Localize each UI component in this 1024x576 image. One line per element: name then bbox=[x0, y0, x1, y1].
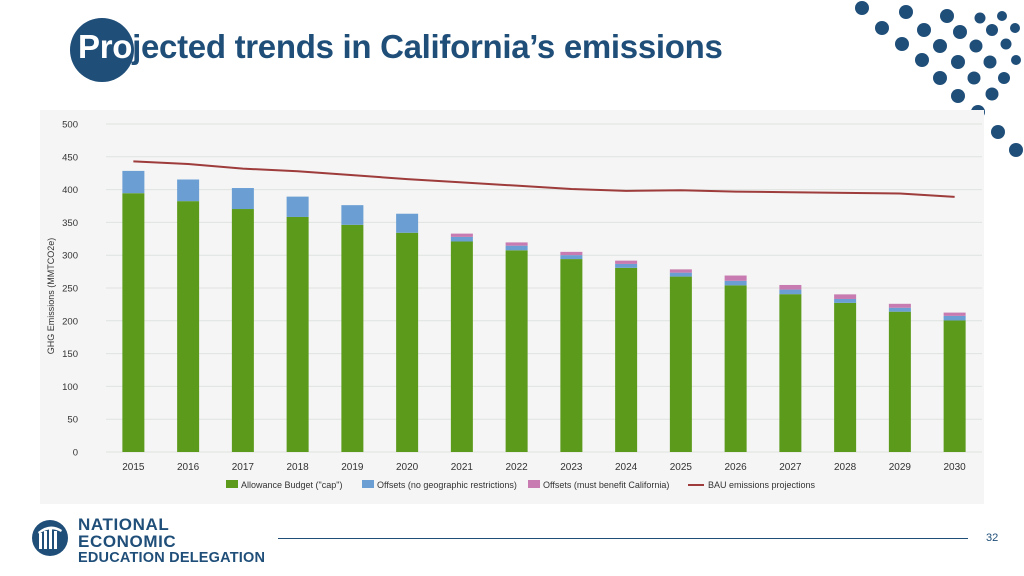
x-tick-label: 2028 bbox=[834, 462, 857, 473]
legend-label: Allowance Budget ("cap") bbox=[241, 480, 342, 490]
bar-1-2028 bbox=[834, 298, 857, 303]
y-tick-label: 300 bbox=[62, 251, 78, 262]
legend-swatch bbox=[528, 480, 540, 488]
bar-1-2030 bbox=[943, 315, 966, 321]
legend-swatch bbox=[226, 480, 238, 488]
y-tick-label: 250 bbox=[62, 284, 78, 295]
bar-0-2026 bbox=[724, 285, 747, 452]
bar-1-2020 bbox=[396, 213, 419, 233]
bar-0-2027 bbox=[779, 294, 802, 452]
y-tick-label: 200 bbox=[62, 316, 78, 327]
y-tick-label: 50 bbox=[67, 415, 78, 426]
chart-panel: 0 50 100 150 200 250 300 350 400 450 500 GHG Emissi… bbox=[40, 110, 984, 504]
bar-2-2025 bbox=[669, 269, 692, 273]
x-tick-label: 2029 bbox=[889, 462, 912, 473]
x-tick-label: 2025 bbox=[670, 462, 693, 473]
bar-0-2024 bbox=[615, 267, 638, 452]
x-tick-label: 2015 bbox=[122, 462, 145, 473]
x-tick-label: 2027 bbox=[779, 462, 802, 473]
logo-line-1: NATIONAL ECONOMIC bbox=[78, 515, 177, 551]
x-tick-label: 2020 bbox=[396, 462, 419, 473]
bar-0-2025 bbox=[669, 276, 692, 452]
bar-1-2019 bbox=[341, 205, 364, 225]
x-tick-label: 2016 bbox=[177, 462, 200, 473]
footer-divider bbox=[278, 538, 968, 539]
bar-2-2023 bbox=[560, 251, 583, 256]
bar-1-2022 bbox=[505, 245, 528, 251]
bar-2-2024 bbox=[615, 260, 638, 264]
bar-1-2018 bbox=[286, 196, 309, 217]
legend-swatch bbox=[362, 480, 374, 488]
bar-0-2030 bbox=[943, 320, 966, 452]
x-tick-label: 2019 bbox=[341, 462, 364, 473]
bar-0-2028 bbox=[834, 302, 857, 452]
bar-0-2017 bbox=[231, 209, 254, 452]
y-tick-label: 150 bbox=[62, 349, 78, 360]
bar-0-2016 bbox=[177, 201, 200, 452]
x-tick-label: 2017 bbox=[232, 462, 255, 473]
bar-1-2021 bbox=[450, 236, 473, 242]
bar-1-2024 bbox=[615, 263, 638, 268]
bar-1-2026 bbox=[724, 280, 747, 286]
bar-2-2028 bbox=[834, 294, 857, 299]
y-tick-label: 0 bbox=[73, 448, 78, 459]
bar-1-2023 bbox=[560, 255, 583, 260]
x-tick-label: 2022 bbox=[506, 462, 529, 473]
y-tick-label: 350 bbox=[62, 218, 78, 229]
logo: NATIONAL ECONOMIC EDUCATION DELEGATION bbox=[30, 516, 270, 566]
x-tick-label: 2018 bbox=[287, 462, 310, 473]
bar-0-2023 bbox=[560, 259, 583, 452]
torch-logo-icon bbox=[32, 520, 68, 556]
bar-0-2018 bbox=[286, 216, 309, 452]
y-tick-label: 500 bbox=[62, 120, 78, 131]
logo-line-2: EDUCATION DELEGATION bbox=[78, 550, 266, 566]
y-tick-label: 100 bbox=[62, 382, 78, 393]
decorative-dot-pattern bbox=[855, 1, 1023, 157]
emissions-chart: 0 50 100 150 200 250 300 350 400 450 500 GHG Emissi… bbox=[46, 120, 982, 490]
legend-label: Offsets (must benefit California) bbox=[543, 480, 669, 490]
bar-1-2029 bbox=[888, 307, 911, 312]
y-axis-label: GHG Emissions (MMTCO2e) bbox=[46, 238, 56, 355]
bar-2-2021 bbox=[450, 233, 473, 237]
x-tick-label: 2024 bbox=[615, 462, 638, 473]
bar-1-2027 bbox=[779, 289, 802, 295]
slide-title: Projected trends in California’s emissio… bbox=[78, 28, 723, 66]
bar-0-2019 bbox=[341, 224, 364, 452]
bar-2-2027 bbox=[779, 284, 802, 290]
bar-0-2015 bbox=[122, 193, 145, 452]
bar-2-2029 bbox=[888, 303, 911, 308]
bar-2-2030 bbox=[943, 312, 966, 316]
x-tick-label: 2021 bbox=[451, 462, 474, 473]
page-number: 32 bbox=[986, 532, 999, 544]
bar-1-2015 bbox=[122, 170, 145, 194]
slide-title-rest: jected trends in California’s emissions bbox=[132, 28, 723, 65]
bar-2-2022 bbox=[505, 242, 528, 246]
bar-2-2026 bbox=[724, 275, 747, 281]
x-tick-label: 2030 bbox=[944, 462, 967, 473]
title-accent-circle bbox=[70, 18, 134, 82]
y-tick-label: 450 bbox=[62, 152, 78, 163]
legend-label: BAU emissions projections bbox=[708, 480, 816, 490]
bau-line bbox=[133, 160, 955, 198]
slide-title-highlight: Pro bbox=[78, 28, 133, 65]
x-tick-label: 2023 bbox=[560, 462, 583, 473]
bar-0-2021 bbox=[450, 241, 473, 452]
logo-text: NATIONAL ECONOMIC EDUCATION DELEGATION bbox=[78, 516, 270, 567]
bar-0-2020 bbox=[396, 232, 419, 452]
bar-1-2016 bbox=[177, 179, 200, 202]
legend-label: Offsets (no geographic restrictions) bbox=[377, 480, 517, 490]
bar-0-2022 bbox=[505, 250, 528, 452]
bar-0-2029 bbox=[888, 311, 911, 452]
y-tick-label: 400 bbox=[62, 185, 78, 196]
bar-1-2025 bbox=[669, 272, 692, 277]
bar-1-2017 bbox=[231, 188, 254, 210]
x-tick-label: 2026 bbox=[725, 462, 748, 473]
